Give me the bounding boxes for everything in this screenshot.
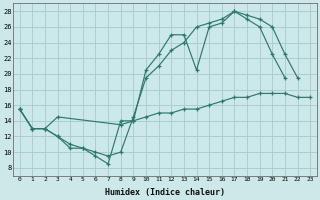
X-axis label: Humidex (Indice chaleur): Humidex (Indice chaleur): [105, 188, 225, 197]
